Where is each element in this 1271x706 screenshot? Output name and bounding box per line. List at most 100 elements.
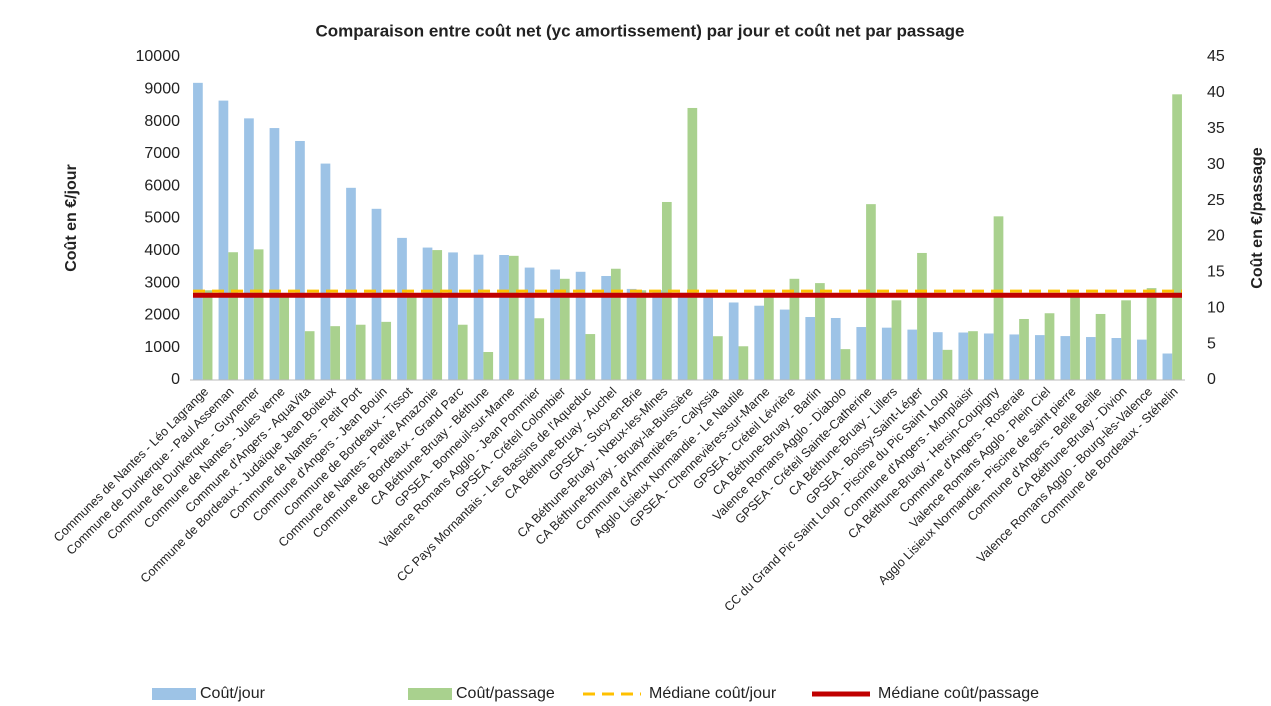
bar xyxy=(1034,335,1045,380)
bar xyxy=(304,331,315,380)
bar xyxy=(677,292,688,380)
legend-label: Coût/jour xyxy=(200,685,266,702)
y-tick-label: 7000 xyxy=(144,145,180,162)
y-tick-label: 5000 xyxy=(144,210,180,227)
bar xyxy=(397,237,407,380)
y-axis-label: Coût en €/jour xyxy=(63,164,80,272)
y2-tick-label: 5 xyxy=(1207,335,1216,352)
bar xyxy=(330,326,341,380)
bar xyxy=(295,140,305,380)
bar xyxy=(381,321,392,380)
bar xyxy=(559,278,570,380)
bar xyxy=(524,267,535,380)
bar xyxy=(202,290,213,380)
bar xyxy=(499,254,509,380)
bar xyxy=(983,333,994,380)
bar xyxy=(320,163,331,380)
y2-axis-label: Coût en €/passage xyxy=(1249,147,1266,288)
bar xyxy=(473,254,484,380)
bar xyxy=(457,324,468,380)
bar xyxy=(713,336,723,380)
bar xyxy=(1095,313,1106,380)
y2-tick-label: 40 xyxy=(1207,84,1225,101)
bar xyxy=(1162,353,1173,380)
bar xyxy=(279,295,289,380)
y-tick-label: 8000 xyxy=(144,113,180,130)
legend-label: Médiane coût/jour xyxy=(649,685,777,702)
bar xyxy=(432,250,443,380)
y2-tick-label: 35 xyxy=(1207,120,1225,137)
bar xyxy=(856,327,867,380)
bar xyxy=(703,295,714,380)
bar xyxy=(575,271,586,380)
bar xyxy=(907,329,918,380)
bar xyxy=(244,118,254,381)
bar xyxy=(218,100,229,380)
bar xyxy=(253,249,264,380)
y-tick-label: 4000 xyxy=(144,242,180,259)
y2-tick-label: 25 xyxy=(1207,192,1225,209)
bar xyxy=(1019,318,1029,380)
bar xyxy=(738,346,749,380)
bar xyxy=(932,332,943,380)
bar xyxy=(406,293,417,380)
bar xyxy=(550,269,560,380)
y-tick-label: 3000 xyxy=(144,274,180,291)
bar xyxy=(483,352,494,380)
y2-tick-label: 15 xyxy=(1207,264,1225,281)
bar xyxy=(1086,337,1096,380)
chart-title: Comparaison entre coût net (yc amortisse… xyxy=(316,21,965,40)
bar xyxy=(968,331,978,380)
bar xyxy=(754,305,765,380)
y-tick-label: 1000 xyxy=(144,339,180,356)
bar xyxy=(193,82,203,380)
bar xyxy=(1137,339,1147,380)
bar xyxy=(601,275,611,380)
bar xyxy=(636,290,647,380)
bar xyxy=(661,201,672,380)
y2-tick-label: 0 xyxy=(1207,371,1216,388)
bar xyxy=(448,252,458,380)
bar xyxy=(805,317,816,380)
y-tick-label: 2000 xyxy=(144,307,180,324)
legend-swatch xyxy=(408,688,452,700)
y2-tick-label: 45 xyxy=(1207,48,1225,65)
legend-label: Médiane coût/passage xyxy=(878,685,1039,702)
bar xyxy=(422,247,433,380)
bar xyxy=(585,334,596,380)
legend-label: Coût/passage xyxy=(456,685,555,702)
bar xyxy=(728,302,739,380)
bar xyxy=(942,349,953,380)
bar xyxy=(652,290,662,380)
bar xyxy=(958,332,969,380)
bar xyxy=(1172,94,1182,380)
bar xyxy=(687,107,698,380)
bar xyxy=(891,300,902,380)
bar xyxy=(789,278,800,380)
legend-swatch xyxy=(152,688,196,700)
bar xyxy=(626,288,637,380)
y2-tick-label: 30 xyxy=(1207,156,1225,173)
bar xyxy=(346,187,356,380)
bar xyxy=(1146,288,1157,380)
bar xyxy=(840,349,851,380)
bar xyxy=(610,268,621,380)
bar xyxy=(993,216,1004,380)
bar xyxy=(1044,313,1055,380)
bar xyxy=(779,309,790,380)
bar xyxy=(508,255,519,380)
bar xyxy=(355,324,366,380)
bar xyxy=(1070,295,1080,380)
y-tick-label: 6000 xyxy=(144,177,180,194)
bar xyxy=(1009,334,1020,380)
bar xyxy=(764,296,774,380)
bar xyxy=(228,252,238,380)
bar xyxy=(1121,300,1131,380)
bar xyxy=(881,327,892,380)
y2-tick-label: 20 xyxy=(1207,228,1225,245)
bar xyxy=(269,128,280,380)
bar xyxy=(534,318,545,380)
y2-tick-label: 10 xyxy=(1207,299,1225,316)
y-tick-label: 0 xyxy=(171,371,180,388)
